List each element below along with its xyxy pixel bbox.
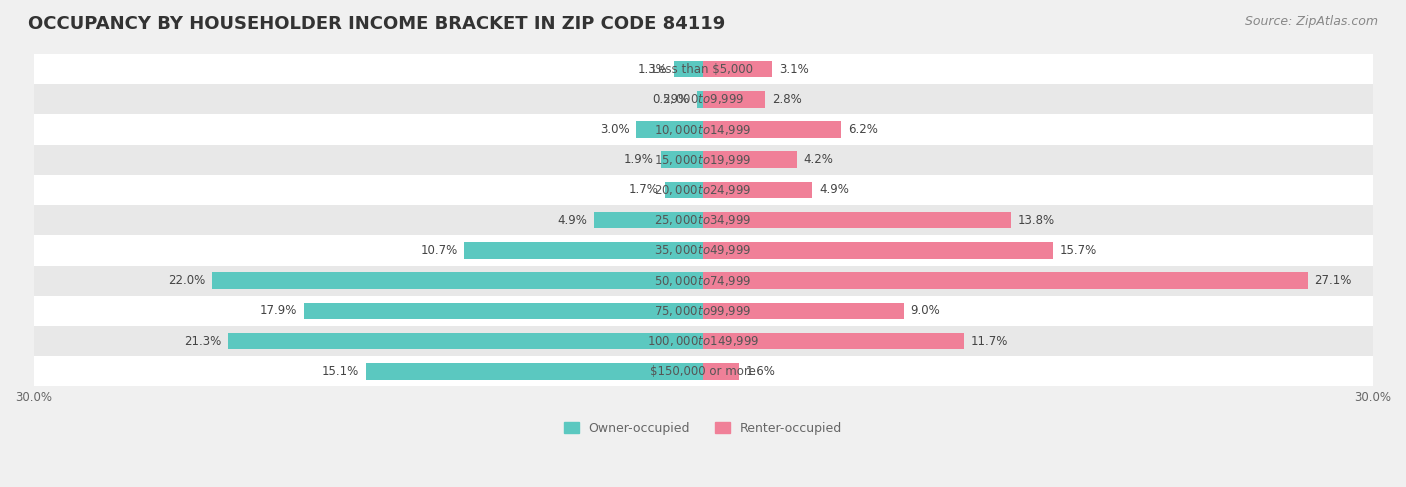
Bar: [661, 151, 703, 168]
Text: 3.1%: 3.1%: [779, 62, 808, 75]
Text: 22.0%: 22.0%: [169, 274, 205, 287]
Bar: [703, 212, 1011, 228]
Text: $15,000 to $19,999: $15,000 to $19,999: [654, 153, 752, 167]
Bar: [34, 114, 1372, 145]
Bar: [696, 91, 703, 108]
Text: 1.7%: 1.7%: [628, 184, 658, 196]
Text: 2.8%: 2.8%: [772, 93, 801, 106]
Bar: [703, 333, 965, 349]
Bar: [703, 121, 841, 138]
Legend: Owner-occupied, Renter-occupied: Owner-occupied, Renter-occupied: [558, 417, 848, 440]
Text: $50,000 to $74,999: $50,000 to $74,999: [654, 274, 752, 288]
Bar: [34, 356, 1372, 386]
Bar: [304, 302, 703, 319]
Text: 3.0%: 3.0%: [600, 123, 630, 136]
Text: $35,000 to $49,999: $35,000 to $49,999: [654, 244, 752, 258]
Text: 1.3%: 1.3%: [637, 62, 668, 75]
Text: 9.0%: 9.0%: [911, 304, 941, 318]
Bar: [34, 235, 1372, 265]
Text: 15.1%: 15.1%: [322, 365, 360, 378]
Bar: [34, 265, 1372, 296]
Text: 11.7%: 11.7%: [970, 335, 1008, 348]
Bar: [34, 326, 1372, 356]
Bar: [703, 182, 813, 198]
Bar: [703, 91, 765, 108]
Bar: [34, 84, 1372, 114]
Text: 10.7%: 10.7%: [420, 244, 457, 257]
Bar: [464, 242, 703, 259]
Bar: [34, 296, 1372, 326]
Bar: [703, 363, 738, 379]
Bar: [34, 145, 1372, 175]
Bar: [703, 302, 904, 319]
Text: $25,000 to $34,999: $25,000 to $34,999: [654, 213, 752, 227]
Text: OCCUPANCY BY HOUSEHOLDER INCOME BRACKET IN ZIP CODE 84119: OCCUPANCY BY HOUSEHOLDER INCOME BRACKET …: [28, 15, 725, 33]
Text: 4.9%: 4.9%: [557, 214, 586, 226]
Bar: [665, 182, 703, 198]
Text: 4.9%: 4.9%: [820, 184, 849, 196]
Text: 1.9%: 1.9%: [624, 153, 654, 166]
Text: Less than $5,000: Less than $5,000: [652, 62, 754, 75]
Bar: [34, 175, 1372, 205]
Text: $100,000 to $149,999: $100,000 to $149,999: [647, 334, 759, 348]
Text: $150,000 or more: $150,000 or more: [650, 365, 756, 378]
Text: $20,000 to $24,999: $20,000 to $24,999: [654, 183, 752, 197]
Bar: [703, 242, 1053, 259]
Text: 0.29%: 0.29%: [652, 93, 690, 106]
Bar: [34, 205, 1372, 235]
Text: 17.9%: 17.9%: [260, 304, 297, 318]
Bar: [34, 54, 1372, 84]
Bar: [593, 212, 703, 228]
Bar: [212, 272, 703, 289]
Text: $5,000 to $9,999: $5,000 to $9,999: [662, 93, 744, 106]
Bar: [703, 61, 772, 77]
Bar: [673, 61, 703, 77]
Text: 1.6%: 1.6%: [745, 365, 775, 378]
Text: $75,000 to $99,999: $75,000 to $99,999: [654, 304, 752, 318]
Text: $10,000 to $14,999: $10,000 to $14,999: [654, 123, 752, 136]
Bar: [703, 151, 797, 168]
Bar: [703, 272, 1308, 289]
Text: 21.3%: 21.3%: [184, 335, 221, 348]
Text: 15.7%: 15.7%: [1060, 244, 1097, 257]
Text: 4.2%: 4.2%: [803, 153, 834, 166]
Text: 27.1%: 27.1%: [1315, 274, 1351, 287]
Text: 13.8%: 13.8%: [1018, 214, 1054, 226]
Bar: [228, 333, 703, 349]
Bar: [636, 121, 703, 138]
Text: Source: ZipAtlas.com: Source: ZipAtlas.com: [1244, 15, 1378, 28]
Text: 6.2%: 6.2%: [848, 123, 877, 136]
Bar: [366, 363, 703, 379]
